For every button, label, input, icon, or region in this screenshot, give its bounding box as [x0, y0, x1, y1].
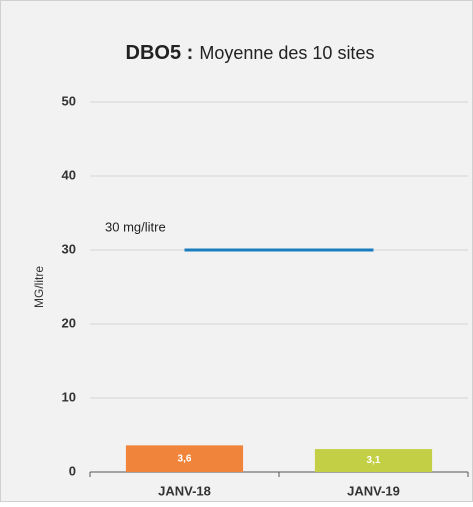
- y-tick-label: 20: [62, 315, 76, 330]
- bar: [125, 445, 244, 472]
- x-tick-label: JANV-19: [347, 483, 400, 498]
- reference-label: 30 mg/litre: [105, 219, 166, 234]
- chart-title-text: Moyenne des 10 sites: [199, 43, 374, 63]
- chart-title-bold: DBO5 :: [126, 42, 194, 64]
- y-tick-label: 0: [69, 463, 76, 478]
- bar: [314, 449, 433, 472]
- chart-title: DBO5 : Moyenne des 10 sites: [126, 42, 375, 64]
- x-tick-label: JANV-18: [158, 483, 211, 498]
- data-label: 3,1: [367, 455, 381, 466]
- data-label: 3,6: [178, 453, 192, 464]
- y-tick-label: 50: [62, 93, 76, 108]
- y-axis-label: MG/litre: [32, 266, 46, 308]
- y-tick-label: 30: [62, 241, 76, 256]
- y-tick-label: 40: [62, 167, 76, 182]
- y-tick-label: 10: [62, 389, 76, 404]
